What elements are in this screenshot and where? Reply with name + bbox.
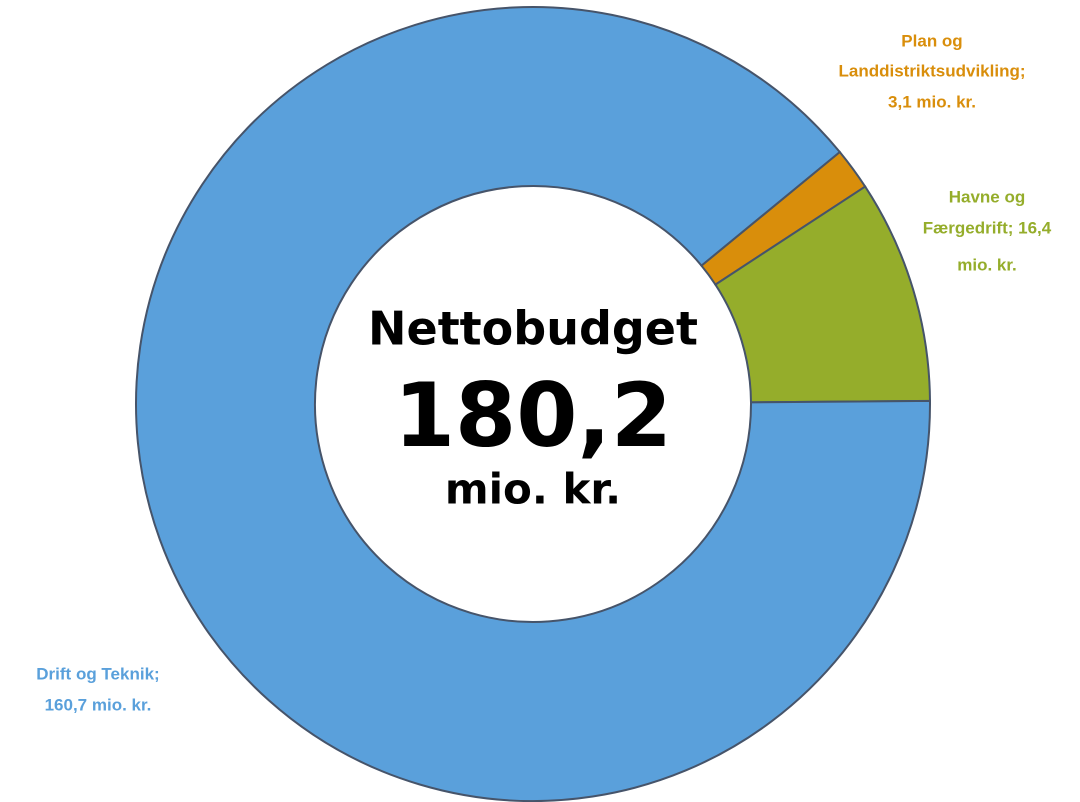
data-label: mio. kr. bbox=[957, 255, 1017, 274]
data-label: Færgedrift; 16,4 bbox=[923, 218, 1052, 237]
data-label: 160,7 mio. kr. bbox=[45, 695, 152, 714]
data-label: Drift og Teknik; bbox=[36, 664, 159, 683]
data-label: Havne og bbox=[949, 187, 1026, 206]
slices bbox=[135, 6, 931, 802]
data-label: Landdistriktsudvikling; bbox=[838, 61, 1025, 80]
center-title: Nettobudget bbox=[368, 302, 698, 356]
data-label: 3,1 mio. kr. bbox=[888, 92, 976, 111]
donut-slice bbox=[135, 6, 931, 802]
data-label: Plan og bbox=[901, 31, 962, 50]
center-unit: mio. kr. bbox=[445, 465, 621, 514]
center-total: 180,2 bbox=[394, 364, 672, 467]
